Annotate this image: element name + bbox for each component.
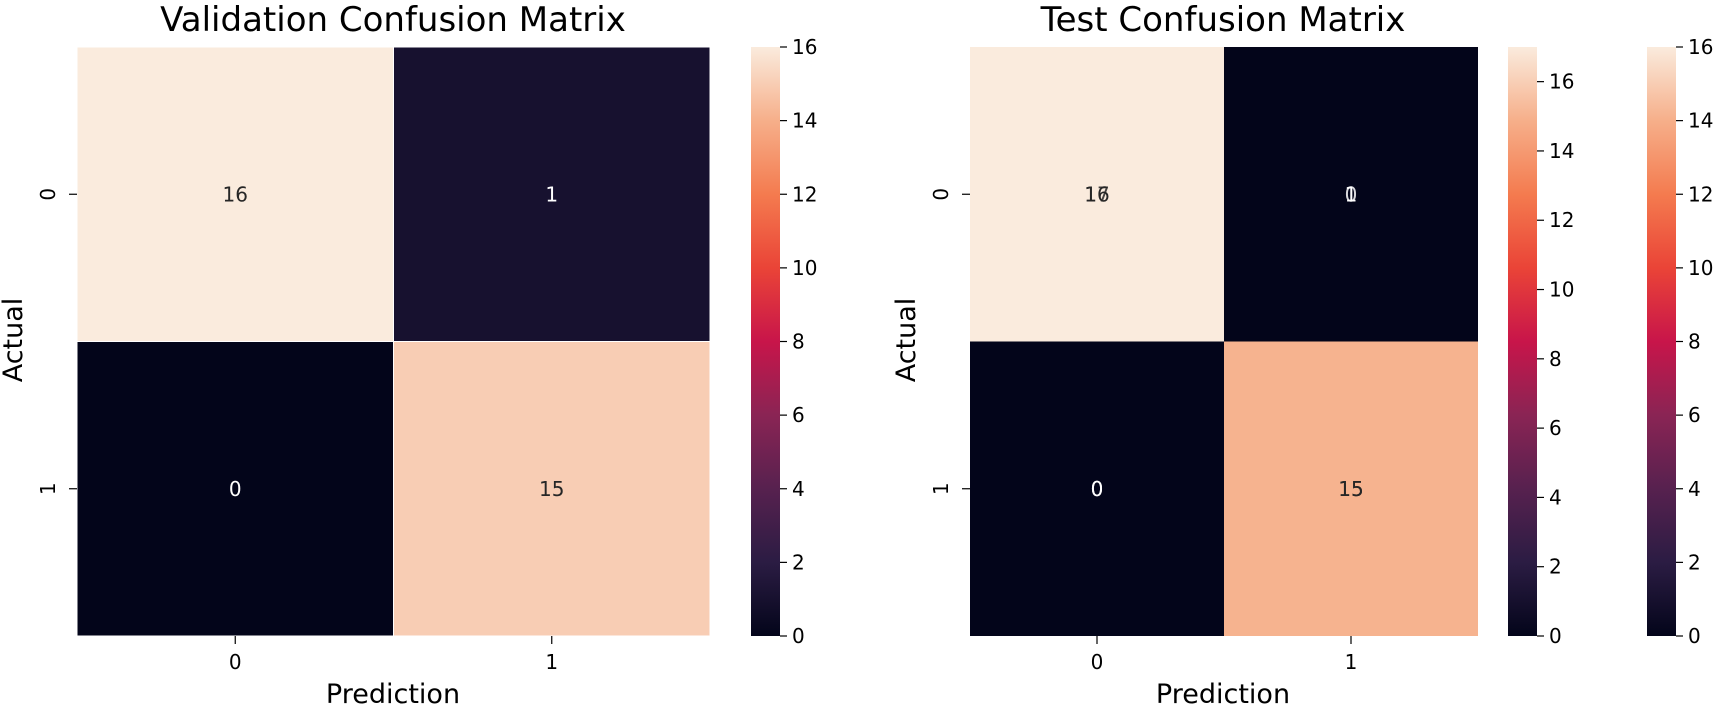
colorbar-gradient [1647,47,1676,636]
colorbar-tick-label-4: 8 [1549,347,1562,371]
colorbar-tick-label-4: 8 [1688,330,1701,354]
cell-1-0 [76,341,394,637]
cell-label-0-1: 1 [1345,182,1358,206]
colorbar-tick-label-2: 4 [792,477,805,501]
colorbar-tick-label-5: 10 [1688,256,1713,280]
colorbar-tick-label-5: 10 [792,256,817,280]
test-colorbar-inner: 0 2 4 6 8 10 12 14 16 [1508,47,1574,648]
colorbar-tick-label-1: 2 [792,550,805,574]
validation-title: Validation Confusion Matrix [160,0,626,40]
cell-0-0 [76,46,394,342]
cell-1-1 [1224,341,1478,636]
y-tick-label-1: 1 [36,482,60,495]
colorbar-gradient [1508,47,1537,636]
x-tick-label-1: 1 [1345,650,1358,674]
y-tick-label-1: 1 [929,482,953,495]
cell-overlay-label-1-1: 15 [1338,477,1363,501]
colorbar-tick-label-0: 0 [1549,624,1562,648]
cell-label-1-0: 0 [229,477,242,501]
cell-0-1 [1224,47,1478,342]
validation-colorbar: 0 2 4 6 8 10 12 14 16 [751,35,817,648]
colorbar-tick-label-5: 10 [1549,278,1574,302]
x-tick-label-0: 0 [229,650,242,674]
x-tick-label-1: 1 [545,650,558,674]
colorbar-tick-label-0: 0 [792,624,805,648]
colorbar-tick-label-3: 6 [1688,403,1701,427]
cell-label-0-1: 1 [545,182,558,206]
colorbar-tick-label-7: 14 [1549,139,1574,163]
colorbar-tick-label-2: 4 [1688,477,1701,501]
cell-overlay-label-0-0: 17 [1084,182,1109,206]
validation-y-axis-label: Actual [0,298,29,383]
validation-x-axis-label: Prediction [326,679,460,706]
cell-label-0-0: 16 [223,182,248,206]
cell-label-1-0: 0 [1091,477,1104,501]
validation-cells: 16 1 0 15 [76,46,711,637]
y-tick-label-0: 0 [929,188,953,201]
colorbar-tick-label-8: 16 [1688,35,1713,59]
test-y-axis: 01 [929,188,970,495]
colorbar-tick-label-6: 12 [1549,208,1574,232]
colorbar-tick-label-1: 2 [1688,550,1701,574]
colorbar-tick-label-8: 16 [1549,70,1574,94]
colorbar-tick-label-1: 2 [1549,555,1562,579]
colorbar-tick-label-4: 8 [792,330,805,354]
cell-overlay-label-1-0: 0 [1091,477,1104,501]
cell-label-1-1: 15 [539,477,564,501]
cell-1-0 [970,341,1224,636]
colorbar-tick-label-6: 12 [1688,182,1713,206]
y-tick-label-0: 0 [36,188,60,201]
colorbar-tick-label-6: 12 [792,182,817,206]
validation-y-axis: 01 [36,188,77,495]
cell-0-0 [970,47,1224,342]
colorbar-tick-label-8: 16 [792,35,817,59]
test-x-axis-label: Prediction [1156,679,1290,706]
colorbar-tick-label-0: 0 [1688,624,1701,648]
test-colorbar-outer: 0 2 4 6 8 10 12 14 16 [1647,35,1713,648]
cell-overlay-label-0-1: 0 [1345,182,1358,206]
colorbar-tick-label-3: 6 [1549,416,1562,440]
x-tick-label-0: 0 [1091,650,1104,674]
cell-label-0-0: 16 [1084,182,1109,206]
colorbar-tick-label-7: 14 [792,109,817,133]
colorbar-tick-label-3: 6 [792,403,805,427]
colorbar-tick-label-2: 4 [1549,485,1562,509]
test-title: Test Confusion Matrix [1040,0,1406,40]
test-y-axis-label: Actual [891,298,922,383]
cell-1-1 [393,341,711,637]
cell-0-1 [393,46,711,342]
colorbar-gradient [751,47,780,636]
cell-label-1-1: 15 [1338,477,1363,501]
colorbar-tick-label-7: 14 [1688,109,1713,133]
